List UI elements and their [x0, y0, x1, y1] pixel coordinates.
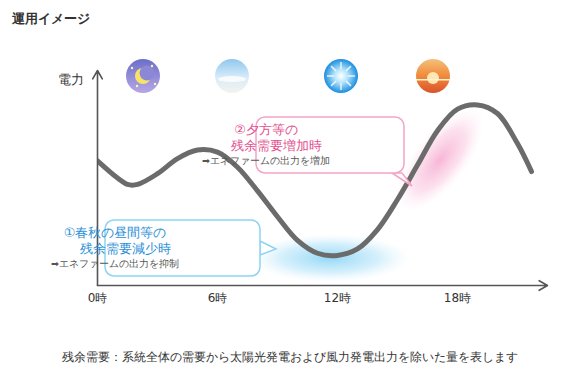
svg-text:電力: 電力	[58, 72, 84, 87]
html-text:残余需要：系統全体の需要から太陽光発電および風力発電出力を除: 残余需要：系統全体の需要から太陽光発電および風力発電出力を除いた量を表します	[62, 350, 518, 364]
svg-text:18時: 18時	[444, 291, 471, 305]
svg-text:①春秋の昼間等の: ①春秋の昼間等の	[64, 225, 167, 240]
svg-text:12時: 12時	[324, 291, 351, 305]
svg-text:6時: 6時	[208, 291, 228, 305]
svg-text:➡エネファームの出力を抑制: ➡エネファームの出力を抑制	[51, 258, 179, 269]
svg-text:0時: 0時	[88, 291, 108, 305]
html-text:運用イメージ: 運用イメージ	[12, 11, 90, 26]
svg-text:➡エネファームの出力を増加: ➡エネファームの出力を増加	[202, 155, 330, 166]
svg-text:②夕方等の: ②夕方等の	[234, 122, 298, 137]
svg-text:残余需要増加時: 残余需要増加時	[231, 138, 322, 153]
svg-text:残余需要減少時: 残余需要減少時	[80, 241, 171, 256]
